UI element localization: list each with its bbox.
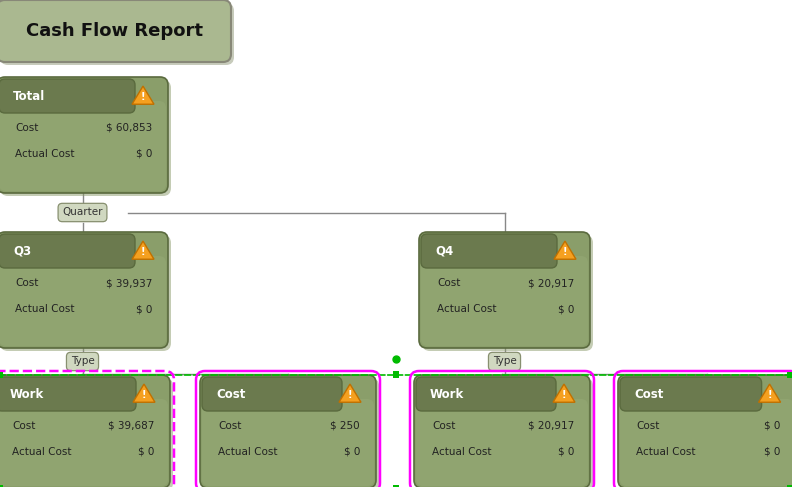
Text: $ 250: $ 250	[330, 421, 360, 431]
Text: !: !	[141, 92, 145, 102]
FancyBboxPatch shape	[202, 399, 374, 486]
Text: Work: Work	[10, 388, 44, 400]
Polygon shape	[132, 241, 154, 259]
Text: $ 0: $ 0	[135, 149, 152, 159]
Text: !: !	[767, 390, 772, 400]
Bar	[0, 372, 3, 378]
FancyBboxPatch shape	[0, 256, 166, 346]
Polygon shape	[759, 384, 781, 402]
FancyBboxPatch shape	[0, 235, 171, 351]
Text: Type: Type	[70, 356, 94, 367]
FancyBboxPatch shape	[0, 3, 234, 65]
Text: $ 20,917: $ 20,917	[527, 421, 574, 431]
FancyBboxPatch shape	[0, 77, 168, 193]
Text: Actual Cost: Actual Cost	[12, 447, 71, 457]
FancyBboxPatch shape	[416, 399, 588, 486]
Polygon shape	[132, 86, 154, 104]
Text: Cost: Cost	[15, 123, 38, 133]
FancyBboxPatch shape	[620, 377, 762, 411]
Polygon shape	[554, 241, 576, 259]
Text: Total: Total	[13, 90, 45, 102]
Text: Cost: Cost	[218, 421, 242, 431]
FancyBboxPatch shape	[419, 232, 590, 348]
FancyBboxPatch shape	[0, 232, 168, 348]
Text: $ 0: $ 0	[558, 447, 574, 457]
Bar	[393, 371, 399, 376]
FancyBboxPatch shape	[621, 378, 792, 487]
Text: $ 0: $ 0	[763, 421, 780, 431]
FancyBboxPatch shape	[0, 101, 166, 191]
FancyBboxPatch shape	[618, 375, 792, 487]
Text: $ 20,917: $ 20,917	[527, 278, 574, 288]
FancyBboxPatch shape	[203, 378, 379, 487]
Text: !: !	[141, 247, 145, 257]
Text: Cost: Cost	[15, 278, 38, 288]
Polygon shape	[133, 384, 155, 402]
Text: Cost: Cost	[634, 388, 664, 400]
FancyBboxPatch shape	[0, 377, 136, 411]
Bar	[393, 372, 399, 378]
Bar	[787, 485, 792, 487]
Text: Cash Flow Report: Cash Flow Report	[25, 22, 203, 40]
Text: $ 0: $ 0	[138, 447, 154, 457]
FancyBboxPatch shape	[0, 0, 231, 62]
Text: !: !	[562, 390, 566, 400]
Text: Work: Work	[430, 388, 464, 400]
FancyBboxPatch shape	[0, 399, 168, 486]
FancyBboxPatch shape	[414, 375, 590, 487]
Text: Actual Cost: Actual Cost	[437, 304, 497, 314]
Text: Actual Cost: Actual Cost	[432, 447, 492, 457]
FancyBboxPatch shape	[620, 399, 792, 486]
Text: Q3: Q3	[13, 244, 31, 258]
Bar	[393, 485, 399, 487]
Text: !: !	[348, 390, 352, 400]
Text: Cost: Cost	[437, 278, 460, 288]
Text: $ 60,853: $ 60,853	[106, 123, 152, 133]
Text: !: !	[142, 390, 147, 400]
Text: Actual Cost: Actual Cost	[218, 447, 277, 457]
FancyBboxPatch shape	[200, 375, 376, 487]
FancyBboxPatch shape	[0, 79, 135, 113]
Text: Q4: Q4	[435, 244, 453, 258]
FancyBboxPatch shape	[417, 378, 593, 487]
Text: Cost: Cost	[216, 388, 246, 400]
Text: Quarter: Quarter	[63, 207, 103, 218]
FancyBboxPatch shape	[0, 378, 173, 487]
FancyBboxPatch shape	[422, 235, 593, 351]
FancyBboxPatch shape	[202, 377, 342, 411]
Text: $ 0: $ 0	[763, 447, 780, 457]
Text: Cost: Cost	[636, 421, 660, 431]
FancyBboxPatch shape	[0, 80, 171, 196]
Text: Actual Cost: Actual Cost	[15, 304, 74, 314]
FancyBboxPatch shape	[421, 256, 588, 346]
FancyBboxPatch shape	[0, 375, 170, 487]
Bar	[0, 485, 3, 487]
Text: Cost: Cost	[12, 421, 36, 431]
Text: !: !	[563, 247, 567, 257]
Text: Actual Cost: Actual Cost	[15, 149, 74, 159]
FancyBboxPatch shape	[0, 234, 135, 268]
Text: $ 39,687: $ 39,687	[108, 421, 154, 431]
Text: Cost: Cost	[432, 421, 455, 431]
FancyBboxPatch shape	[416, 377, 556, 411]
Text: $ 39,937: $ 39,937	[105, 278, 152, 288]
Text: Type: Type	[493, 356, 516, 367]
Polygon shape	[339, 384, 361, 402]
Bar	[787, 372, 792, 378]
Text: $ 0: $ 0	[135, 304, 152, 314]
FancyBboxPatch shape	[421, 234, 557, 268]
Text: $ 0: $ 0	[344, 447, 360, 457]
Polygon shape	[553, 384, 575, 402]
Text: $ 0: $ 0	[558, 304, 574, 314]
Text: Actual Cost: Actual Cost	[636, 447, 695, 457]
